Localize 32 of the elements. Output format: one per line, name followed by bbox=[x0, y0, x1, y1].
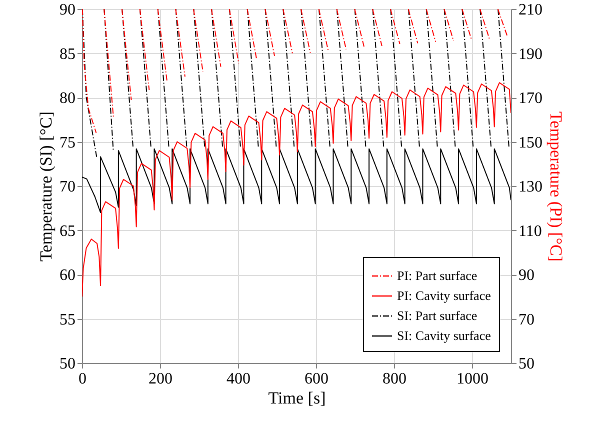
x-axis-title: Time [s] bbox=[268, 388, 326, 408]
y2-tick-label: 90 bbox=[518, 267, 534, 284]
x-tick-label: 1000 bbox=[456, 370, 488, 388]
y2-tick-label: 210 bbox=[518, 2, 542, 18]
y-tick-label: 90 bbox=[60, 2, 76, 18]
y2-tick-label: 130 bbox=[518, 178, 542, 196]
y-tick-label: 65 bbox=[60, 222, 76, 240]
line-series bbox=[82, 148, 511, 214]
y-tick-label: 85 bbox=[60, 46, 76, 63]
y-tick-label: 75 bbox=[60, 134, 76, 152]
legend-label: PI: Part surface bbox=[397, 268, 478, 283]
y2-tick-label: 170 bbox=[518, 90, 542, 107]
y2-tick-label: 190 bbox=[518, 46, 542, 63]
x-tick-label: 0 bbox=[78, 370, 86, 388]
y-tick-label: 50 bbox=[60, 356, 76, 372]
legend-label: SI: Cavity surface bbox=[397, 328, 492, 343]
legend-label: PI: Cavity surface bbox=[397, 288, 492, 303]
y-axis-title: Temperature (SI) [°C] bbox=[36, 111, 56, 262]
x-tick-label: 400 bbox=[226, 370, 250, 388]
y2-tick-label: 50 bbox=[518, 356, 534, 372]
x-tick-label: 200 bbox=[148, 370, 172, 388]
legend-label: SI: Part surface bbox=[397, 308, 478, 323]
y2-tick-label: 150 bbox=[518, 134, 542, 152]
y-tick-label: 80 bbox=[60, 90, 76, 107]
y-tick-label: 70 bbox=[60, 178, 76, 196]
y-tick-label: 60 bbox=[60, 267, 76, 284]
x-tick-label: 600 bbox=[304, 370, 328, 388]
y2-axis-title: Temperature (PI) [°C] bbox=[546, 111, 566, 262]
y-tick-label: 55 bbox=[60, 311, 76, 328]
x-tick-label: 800 bbox=[382, 370, 406, 388]
y2-tick-label: 70 bbox=[518, 311, 534, 328]
y2-tick-label: 110 bbox=[518, 222, 542, 240]
